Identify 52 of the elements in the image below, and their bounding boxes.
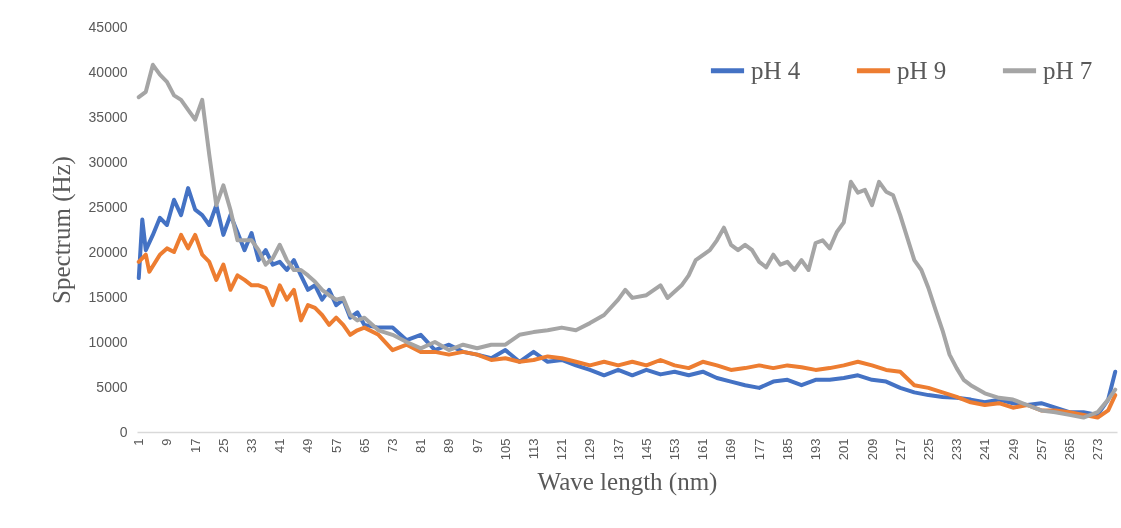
x-tick-label: 81 — [413, 438, 429, 453]
x-tick-label: 121 — [554, 438, 570, 461]
legend-label: pH 4 — [751, 56, 801, 84]
x-tick-label: 209 — [864, 438, 880, 461]
x-tick-label: 169 — [723, 438, 739, 461]
x-tick-label: 97 — [469, 438, 485, 453]
y-tick-label: 10000 — [88, 333, 128, 350]
x-tick-label: 217 — [892, 438, 908, 461]
legend-label: pH 9 — [897, 56, 947, 84]
y-tick-label: 40000 — [88, 63, 128, 80]
x-tick-label: 9 — [159, 438, 175, 446]
x-tick-label: 273 — [1090, 438, 1106, 461]
x-tick-label: 17 — [187, 438, 203, 453]
x-tick-label: 265 — [1061, 438, 1077, 461]
y-tick-label: 20000 — [88, 243, 128, 260]
x-tick-label: 41 — [272, 438, 288, 453]
x-tick-label: 137 — [610, 438, 626, 461]
x-tick-label: 1 — [131, 438, 147, 446]
y-axis-title: Spectrum (Hz) — [47, 156, 76, 304]
x-tick-label: 161 — [695, 438, 711, 461]
line-series — [136, 232, 1118, 420]
x-tick-label: 65 — [356, 438, 372, 453]
x-tick-label: 49 — [300, 438, 316, 453]
y-tick-label: 5000 — [96, 378, 128, 395]
x-tick-label: 257 — [1033, 438, 1049, 461]
x-tick-label: 57 — [328, 438, 344, 453]
line-series — [136, 62, 1118, 420]
x-tick-label: 225 — [920, 438, 936, 461]
y-tick-label: 30000 — [88, 153, 128, 170]
x-tick-label: 249 — [1005, 438, 1021, 461]
x-axis-title: Wave length (nm) — [537, 468, 718, 497]
x-tick-label: 241 — [977, 438, 993, 461]
x-tick-label: 177 — [751, 438, 767, 461]
x-tick-label: 193 — [808, 438, 824, 461]
x-tick-label: 201 — [836, 438, 852, 461]
x-tick-label: 145 — [638, 438, 654, 461]
x-tick-label: 105 — [497, 438, 513, 461]
y-tick-label: 0 — [119, 423, 128, 440]
legend-label: pH 7 — [1043, 56, 1093, 84]
x-tick-label: 113 — [526, 438, 542, 460]
x-tick-label: 185 — [779, 438, 795, 461]
x-tick-label: 33 — [244, 438, 260, 453]
x-tick-label: 25 — [215, 438, 231, 453]
x-tick-label: 233 — [949, 438, 965, 461]
x-tick-label: 129 — [582, 438, 598, 461]
y-tick-label: 15000 — [88, 288, 128, 305]
x-tick-label: 89 — [441, 438, 457, 453]
y-tick-label: 25000 — [88, 198, 128, 215]
y-tick-label: 35000 — [88, 108, 128, 125]
y-tick-label: 45000 — [88, 18, 128, 35]
x-tick-label: 153 — [667, 438, 683, 461]
x-tick-label: 73 — [385, 438, 401, 453]
